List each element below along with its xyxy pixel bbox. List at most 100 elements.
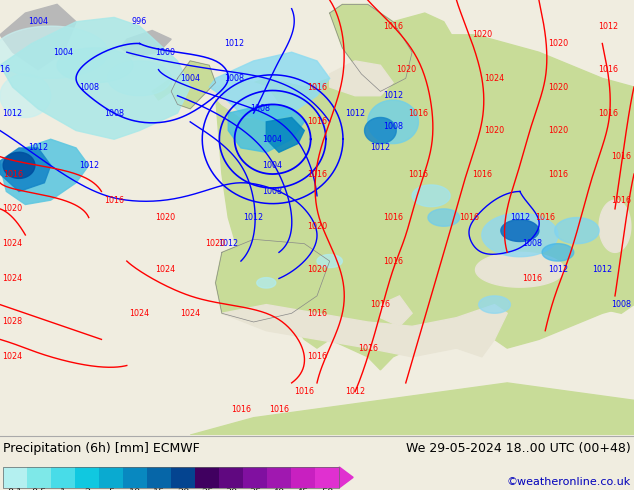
Polygon shape [0, 26, 108, 78]
Polygon shape [222, 305, 507, 357]
Bar [267, 467, 291, 488]
Text: 1020: 1020 [155, 213, 175, 222]
Polygon shape [216, 35, 634, 370]
Text: 1012: 1012 [345, 109, 365, 118]
Polygon shape [387, 13, 456, 74]
Text: 1016: 1016 [408, 109, 429, 118]
Text: 1016: 1016 [598, 109, 619, 118]
Text: 1020: 1020 [472, 30, 492, 39]
Text: 1016: 1016 [231, 405, 251, 414]
Text: 1008: 1008 [224, 74, 245, 83]
Text: 1020: 1020 [307, 265, 327, 274]
Text: 1020: 1020 [548, 39, 568, 48]
Polygon shape [0, 18, 190, 139]
Text: 1008: 1008 [262, 187, 283, 196]
Polygon shape [476, 252, 564, 287]
Text: 1016: 1016 [535, 213, 555, 222]
Text: 35: 35 [249, 489, 261, 490]
Bar [195, 467, 219, 488]
Text: 1012: 1012 [28, 144, 48, 152]
Bar [315, 467, 339, 488]
Text: 0.1: 0.1 [8, 489, 23, 490]
Polygon shape [257, 278, 276, 288]
Polygon shape [152, 78, 171, 100]
Text: 1024: 1024 [3, 274, 23, 283]
Text: 1024: 1024 [155, 265, 175, 274]
Text: 1004: 1004 [28, 17, 48, 26]
Text: 1020: 1020 [396, 65, 416, 74]
Text: 1016: 1016 [269, 405, 289, 414]
Text: 50: 50 [321, 489, 333, 490]
Polygon shape [0, 139, 89, 204]
Text: 1024: 1024 [3, 239, 23, 248]
Bar [3, 467, 339, 488]
Text: 1016: 1016 [358, 343, 378, 353]
Text: 40: 40 [273, 489, 285, 490]
Text: 1016: 1016 [307, 82, 327, 92]
Text: 1008: 1008 [250, 104, 270, 113]
Text: 1016: 1016 [294, 387, 314, 396]
Polygon shape [456, 326, 495, 357]
Text: 1016: 1016 [3, 170, 23, 178]
Text: 30: 30 [225, 489, 237, 490]
Polygon shape [108, 61, 171, 96]
Polygon shape [3, 152, 35, 178]
Text: 1012: 1012 [592, 265, 612, 274]
Text: 1008: 1008 [79, 82, 99, 92]
Polygon shape [216, 239, 330, 322]
Text: 1020: 1020 [205, 239, 226, 248]
Polygon shape [57, 48, 133, 83]
Polygon shape [571, 226, 634, 270]
Text: 1028: 1028 [3, 318, 23, 326]
Text: 1: 1 [60, 489, 66, 490]
Text: 1008: 1008 [522, 239, 543, 248]
Polygon shape [495, 252, 634, 313]
Text: 1016: 1016 [307, 352, 327, 361]
Text: 1012: 1012 [218, 239, 238, 248]
Text: 1016: 1016 [307, 170, 327, 178]
Text: 1004: 1004 [262, 161, 283, 170]
Text: 0.5: 0.5 [32, 489, 47, 490]
Bar [123, 467, 147, 488]
Text: 25: 25 [201, 489, 214, 490]
Text: 1020: 1020 [548, 82, 568, 92]
Text: 1016: 1016 [598, 65, 619, 74]
Text: 1016: 1016 [383, 213, 403, 222]
Text: 20: 20 [177, 489, 190, 490]
Polygon shape [209, 52, 330, 122]
Text: 1012: 1012 [243, 213, 264, 222]
Text: 1004: 1004 [262, 135, 283, 144]
Polygon shape [120, 30, 171, 56]
Text: 5: 5 [108, 489, 114, 490]
Polygon shape [501, 220, 539, 242]
Text: 1016: 1016 [383, 257, 403, 266]
Polygon shape [428, 209, 460, 226]
Text: 1016: 1016 [0, 65, 10, 74]
Text: 1012: 1012 [370, 144, 391, 152]
Text: 2: 2 [84, 489, 90, 490]
Bar [99, 467, 123, 488]
Polygon shape [171, 61, 216, 109]
Polygon shape [365, 118, 396, 144]
Text: 1024: 1024 [180, 309, 200, 318]
Text: 1012: 1012 [224, 39, 245, 48]
Polygon shape [330, 61, 393, 96]
Polygon shape [479, 296, 510, 313]
Text: 1020: 1020 [3, 204, 23, 213]
Text: 1020: 1020 [548, 126, 568, 135]
Text: 1020: 1020 [484, 126, 505, 135]
Text: 1012: 1012 [345, 387, 365, 396]
Bar [75, 467, 99, 488]
Text: 1004: 1004 [180, 74, 200, 83]
Text: 1024: 1024 [3, 352, 23, 361]
Polygon shape [482, 213, 558, 257]
Text: 1024: 1024 [484, 74, 505, 83]
Polygon shape [555, 218, 599, 244]
Polygon shape [412, 185, 450, 207]
Text: 1008: 1008 [104, 109, 124, 118]
Polygon shape [599, 200, 631, 252]
Text: ©weatheronline.co.uk: ©weatheronline.co.uk [507, 477, 631, 487]
Text: 1000: 1000 [155, 48, 175, 57]
Text: We 29-05-2024 18..00 UTC (00+48): We 29-05-2024 18..00 UTC (00+48) [406, 441, 631, 455]
Polygon shape [0, 4, 76, 70]
